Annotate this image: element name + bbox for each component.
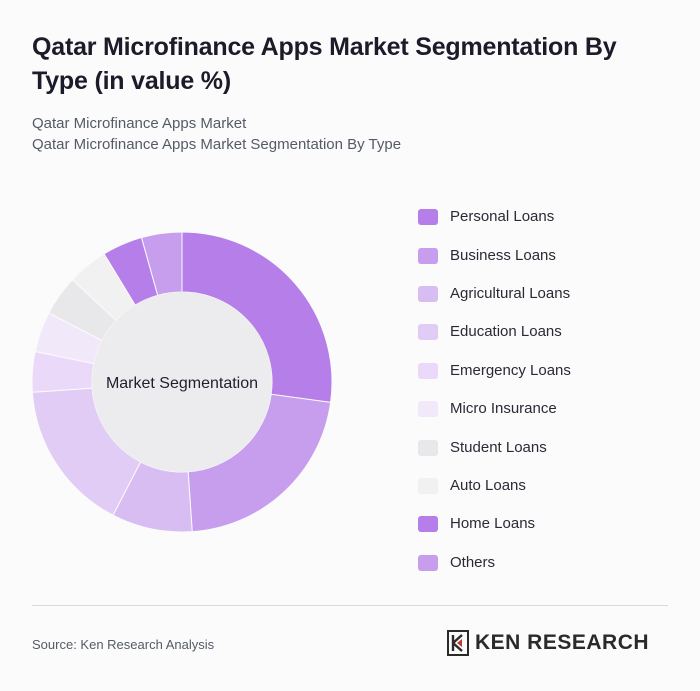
ken-research-logo: KEN RESEARCH (447, 628, 649, 658)
legend-label: Student Loans (450, 438, 547, 456)
legend-label: Others (450, 553, 496, 571)
legend-label: Micro Insurance (450, 400, 557, 418)
donut-center (92, 292, 272, 472)
donut-chart: Market Segmentation (31, 231, 333, 533)
ken-research-logo-icon (447, 630, 469, 656)
subtitle-line-segmentation: Qatar Microfinance Apps Market Segmentat… (32, 136, 402, 153)
legend-label: Agricultural Loans (450, 284, 571, 302)
chart-title: Qatar Microfinance Apps Market Segmentat… (32, 33, 617, 95)
legend-swatch (418, 362, 438, 379)
legend-swatch (418, 439, 438, 456)
legend-item-emergency-loans: Emergency Loans (418, 352, 688, 390)
legend-label: Personal Loans (450, 208, 555, 226)
legend-label: Business Loans (450, 246, 556, 264)
legend-item-student-loans: Student Loans (418, 428, 688, 466)
legend-swatch (418, 285, 438, 302)
legend-item-business-loans: Business Loans (418, 236, 688, 274)
legend-swatch (418, 477, 438, 494)
legend-swatch (418, 209, 438, 226)
legend-item-personal-loans: Personal Loans (418, 198, 688, 236)
source-note: Source: Ken Research Analysis (32, 637, 215, 652)
footer-divider (32, 605, 668, 606)
legend-swatch (418, 554, 438, 571)
legend-item-auto-loans: Auto Loans (418, 467, 688, 505)
legend-item-education-loans: Education Loans (418, 313, 688, 351)
donut-center-label: Market Segmentation (106, 375, 258, 392)
legend-swatch (418, 324, 438, 341)
legend-label: Emergency Loans (450, 361, 571, 379)
legend-item-home-loans: Home Loans (418, 505, 688, 543)
legend-swatch (418, 516, 438, 533)
legend-swatch (418, 247, 438, 264)
logo-text: KEN RESEARCH (475, 631, 650, 654)
legend-label: Home Loans (450, 515, 536, 533)
legend-item-agricultural-loans: Agricultural Loans (418, 275, 688, 313)
legend-swatch (418, 401, 438, 418)
chart-subtitle: Qatar Microfinance Apps Market Qatar Mic… (32, 113, 632, 155)
legend-item-others: Others (418, 544, 688, 582)
legend-label: Auto Loans (450, 476, 526, 494)
subtitle-line-market: Qatar Microfinance Apps Market (32, 115, 247, 132)
legend-item-micro-insurance: Micro Insurance (418, 390, 688, 428)
legend-label: Education Loans (450, 323, 562, 341)
chart-legend: Personal Loans Business Loans Agricultural… (418, 198, 688, 582)
